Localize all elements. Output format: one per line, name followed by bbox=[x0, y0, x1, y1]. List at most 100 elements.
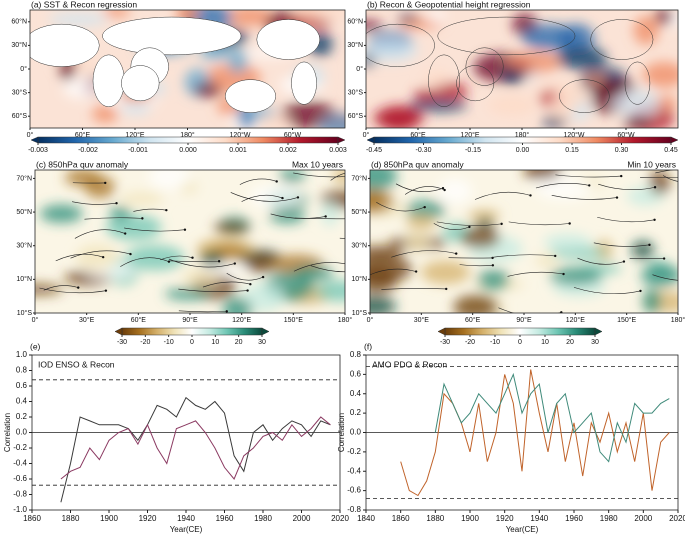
land bbox=[102, 16, 242, 56]
x-tick-label: 90°E bbox=[182, 316, 198, 324]
arrow-head bbox=[261, 275, 265, 279]
y-tick-label: 30°S bbox=[12, 88, 28, 96]
colorbar bbox=[121, 327, 263, 336]
streamline bbox=[498, 307, 562, 313]
land bbox=[590, 19, 654, 60]
anomaly-blob bbox=[321, 201, 339, 227]
x-tick-label: 1960 bbox=[216, 514, 234, 523]
anomaly-blob bbox=[64, 170, 102, 187]
y-tick-label: 50°N bbox=[16, 208, 32, 216]
arrow-head bbox=[367, 268, 369, 270]
anomaly-blob bbox=[405, 200, 446, 219]
anomaly-blob bbox=[487, 95, 537, 116]
colorbar-label: 20 bbox=[566, 339, 574, 346]
y-tick-label: 1.0 bbox=[16, 350, 28, 359]
anomaly-blob bbox=[535, 176, 592, 200]
land bbox=[559, 79, 610, 113]
arrow-head bbox=[141, 217, 144, 220]
streamline bbox=[459, 264, 493, 267]
colorbar-end bbox=[366, 136, 375, 144]
y-tick-label: 0.0 bbox=[16, 428, 28, 437]
anomaly-blob bbox=[501, 67, 524, 85]
colorbar-label: -0.001 bbox=[128, 147, 148, 154]
streamline bbox=[70, 250, 131, 259]
arrow-head bbox=[568, 222, 571, 225]
x-tick-label: 0° bbox=[32, 316, 39, 324]
y-tick-label: -0.2 bbox=[347, 447, 361, 456]
anomaly-blob bbox=[549, 267, 603, 285]
streamline bbox=[652, 274, 678, 281]
y-tick-label: -0.4 bbox=[347, 466, 361, 475]
x-tick-label: 120°E bbox=[125, 131, 144, 139]
streamline bbox=[120, 257, 170, 267]
streamline bbox=[230, 192, 299, 202]
y-axis-label: Correlation bbox=[3, 413, 12, 452]
y-tick-label: 50°N bbox=[351, 208, 367, 216]
x-tick-label: 0° bbox=[363, 131, 370, 139]
anomaly-blob bbox=[370, 295, 397, 313]
y-tick-label: 10°S bbox=[352, 309, 368, 317]
anomaly-blob bbox=[226, 10, 273, 27]
streamline bbox=[597, 216, 655, 223]
streamline bbox=[593, 242, 650, 247]
x-tick-label: 150°E bbox=[617, 316, 636, 324]
streamline bbox=[655, 170, 674, 174]
panel-subtitle: Max 10 years bbox=[292, 159, 343, 169]
arrow-head bbox=[233, 262, 237, 265]
anomaly-blob bbox=[642, 288, 662, 313]
streamline bbox=[330, 172, 345, 181]
streamline bbox=[391, 250, 457, 258]
y-tick-label: 0.8 bbox=[350, 350, 362, 359]
anomaly-blob bbox=[293, 266, 334, 281]
arrow-head bbox=[115, 202, 118, 205]
y-tick-label: 70°N bbox=[16, 174, 32, 182]
streamline bbox=[474, 191, 531, 200]
y-tick-label: 60°S bbox=[12, 112, 28, 120]
arrow-head bbox=[191, 256, 194, 259]
anomaly-blob bbox=[654, 10, 674, 25]
arrow-head bbox=[491, 264, 495, 267]
streamline bbox=[178, 310, 227, 313]
anomaly-blob bbox=[370, 170, 398, 191]
arrow-head bbox=[500, 222, 503, 226]
y-tick-label: 0.6 bbox=[16, 381, 28, 390]
anomaly-blob bbox=[477, 269, 510, 291]
panel-title: (c) 850hPa quv anomaly bbox=[36, 159, 129, 169]
anomaly-blob bbox=[48, 11, 109, 27]
x-tick-label: 2000 bbox=[634, 514, 652, 523]
anomaly-blob bbox=[249, 184, 302, 209]
streamline bbox=[202, 281, 251, 288]
arrow-head bbox=[129, 252, 132, 256]
y-tick-label: 0.0 bbox=[350, 428, 362, 437]
y-tick-label: -0.6 bbox=[347, 486, 361, 495]
x-tick-label: 1960 bbox=[565, 514, 583, 523]
anomaly-blob bbox=[199, 251, 225, 267]
streamline bbox=[573, 287, 641, 295]
land bbox=[256, 19, 321, 60]
colorbar-label: 0 bbox=[190, 339, 194, 346]
arrow-head bbox=[101, 255, 105, 259]
anomaly-blob bbox=[194, 82, 222, 98]
arrow-head bbox=[615, 196, 619, 199]
y-tick-label: 10°N bbox=[351, 275, 367, 283]
y-tick-label: 0.6 bbox=[350, 369, 362, 378]
land bbox=[30, 23, 100, 67]
arrow-head bbox=[324, 215, 327, 218]
arrow-head bbox=[414, 270, 418, 273]
streamline bbox=[43, 285, 79, 291]
y-tick-label: 0.2 bbox=[350, 408, 362, 417]
map-field bbox=[366, 10, 678, 128]
streamline bbox=[55, 253, 104, 262]
map-field bbox=[30, 10, 345, 128]
arrow-head bbox=[588, 184, 591, 187]
streamline bbox=[507, 271, 564, 277]
y-tick-label: -0.4 bbox=[13, 459, 27, 468]
colorbar-end bbox=[337, 136, 346, 144]
anomaly-blob bbox=[318, 113, 345, 128]
panel-title: (b) Recon & Geopotential height regressi… bbox=[367, 0, 531, 9]
x-tick-label: 180° bbox=[671, 316, 685, 324]
y-tick-label: 0° bbox=[356, 65, 363, 73]
x-tick-label: 60°W bbox=[617, 131, 635, 139]
arrow-head bbox=[639, 289, 642, 293]
land bbox=[428, 54, 460, 108]
